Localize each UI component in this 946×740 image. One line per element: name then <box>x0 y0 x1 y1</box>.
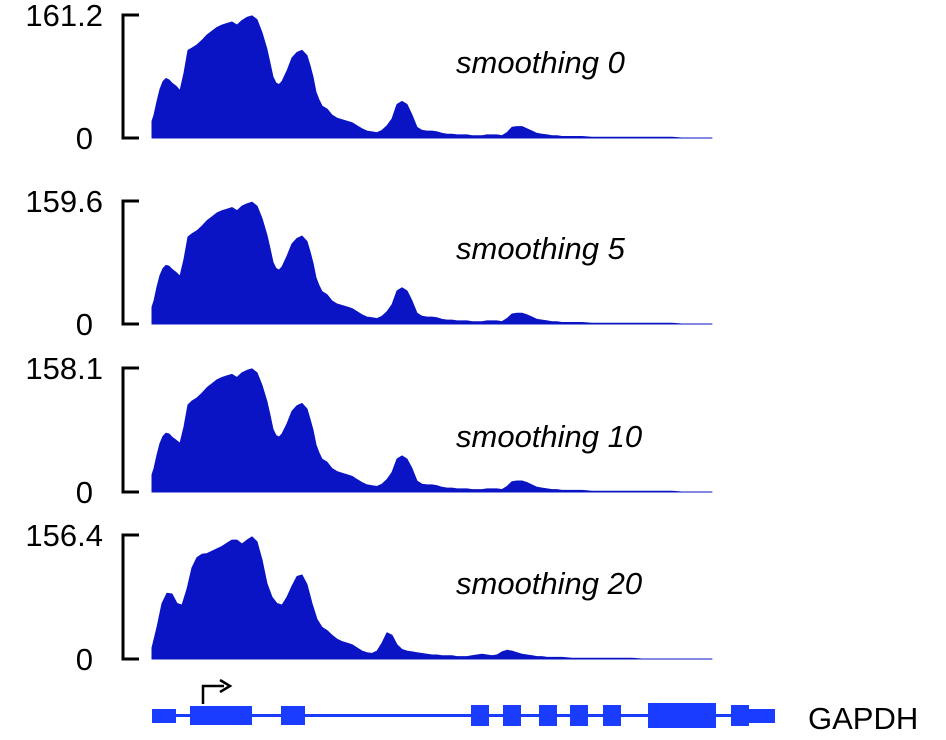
gene-exon-3 <box>281 706 305 725</box>
tss-arrow-icon <box>201 684 224 704</box>
signal-area <box>151 536 713 660</box>
gene-exon-6 <box>539 705 557 726</box>
gene-intron-line <box>152 714 775 717</box>
y-min-label: 0 <box>76 475 93 510</box>
signal-area <box>151 368 713 493</box>
track-label: smoothing 0 <box>456 45 625 80</box>
gene-exon-1 <box>152 709 176 723</box>
gene-exon-4 <box>471 705 489 726</box>
gene-exon-7 <box>570 705 588 726</box>
track-label: smoothing 10 <box>456 419 642 454</box>
y-axis <box>121 533 139 661</box>
gene-model <box>152 703 775 728</box>
track-2: 158.1 0 smoothing 10 <box>25 351 713 510</box>
y-axis <box>121 366 139 494</box>
signal-area <box>151 15 713 139</box>
gene-exon-10 <box>731 705 749 726</box>
track-0: 161.2 0 smoothing 0 <box>25 0 713 156</box>
signal-area <box>151 201 713 325</box>
track-1: 159.6 0 smoothing 5 <box>25 184 713 342</box>
y-min-label: 0 <box>76 121 93 156</box>
y-axis <box>121 199 139 326</box>
track-label: smoothing 5 <box>456 231 626 266</box>
signal-tracks: 161.2 0 smoothing 0 159.6 0 smoothing 5 158.1 0… <box>25 0 713 677</box>
gene-exon-8 <box>603 705 621 726</box>
y-max-label: 158.1 <box>25 351 103 386</box>
y-max-label: 156.4 <box>25 518 103 553</box>
gene-exon-11 <box>749 709 775 723</box>
y-axis <box>121 13 139 140</box>
gene-name: GAPDH <box>808 701 918 736</box>
y-max-label: 159.6 <box>25 184 103 219</box>
y-max-label: 161.2 <box>25 0 103 33</box>
gene-exon-2 <box>190 706 252 725</box>
gene-exon-9 <box>648 703 716 728</box>
track-label: smoothing 20 <box>456 566 642 601</box>
y-min-label: 0 <box>76 642 93 677</box>
y-min-label: 0 <box>76 307 93 342</box>
track-3: 156.4 0 smoothing 20 <box>25 518 713 677</box>
gene-track: GAPDH <box>152 678 918 736</box>
gene-exon-5 <box>503 705 521 726</box>
tss-arrowhead-icon <box>219 678 233 694</box>
